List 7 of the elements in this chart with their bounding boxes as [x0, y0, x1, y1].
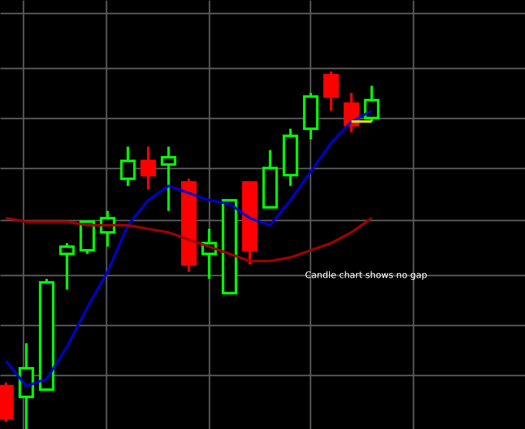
candlestick [140, 145, 156, 191]
candlestick [160, 145, 176, 212]
candlestick [323, 70, 339, 112]
annotation: Candle chart shows no gap [305, 271, 428, 281]
candlestick [364, 84, 380, 123]
candlestick [120, 145, 136, 188]
candlestick [59, 242, 75, 291]
